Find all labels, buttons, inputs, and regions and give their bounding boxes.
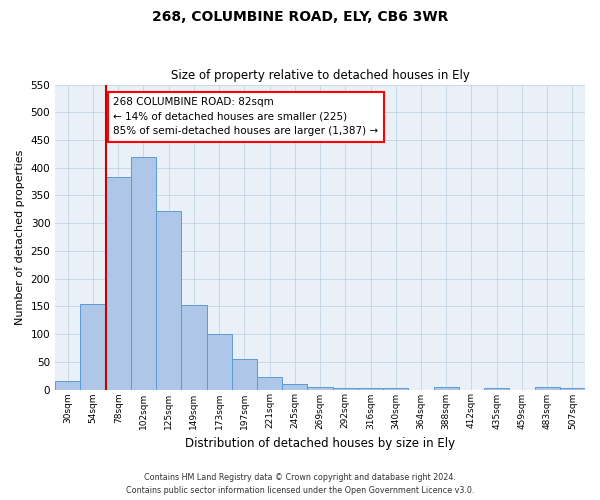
Bar xyxy=(383,388,409,390)
Bar xyxy=(560,388,585,390)
Text: 268 COLUMBINE ROAD: 82sqm
← 14% of detached houses are smaller (225)
85% of semi: 268 COLUMBINE ROAD: 82sqm ← 14% of detac… xyxy=(113,97,379,136)
Bar xyxy=(358,388,383,390)
Bar xyxy=(434,388,459,390)
Text: Contains HM Land Registry data © Crown copyright and database right 2024.
Contai: Contains HM Land Registry data © Crown c… xyxy=(126,474,474,495)
Bar xyxy=(257,378,282,390)
Bar xyxy=(307,386,332,390)
Bar xyxy=(80,304,106,390)
Bar xyxy=(131,156,156,390)
Text: 268, COLUMBINE ROAD, ELY, CB6 3WR: 268, COLUMBINE ROAD, ELY, CB6 3WR xyxy=(152,10,448,24)
X-axis label: Distribution of detached houses by size in Ely: Distribution of detached houses by size … xyxy=(185,437,455,450)
Bar xyxy=(332,388,358,390)
Bar xyxy=(156,211,181,390)
Bar xyxy=(535,388,560,390)
Title: Size of property relative to detached houses in Ely: Size of property relative to detached ho… xyxy=(170,69,470,82)
Bar xyxy=(484,388,509,390)
Bar xyxy=(282,384,307,390)
Bar xyxy=(55,381,80,390)
Bar xyxy=(106,177,131,390)
Bar xyxy=(206,334,232,390)
Y-axis label: Number of detached properties: Number of detached properties xyxy=(15,150,25,324)
Bar xyxy=(232,359,257,390)
Bar xyxy=(181,304,206,390)
